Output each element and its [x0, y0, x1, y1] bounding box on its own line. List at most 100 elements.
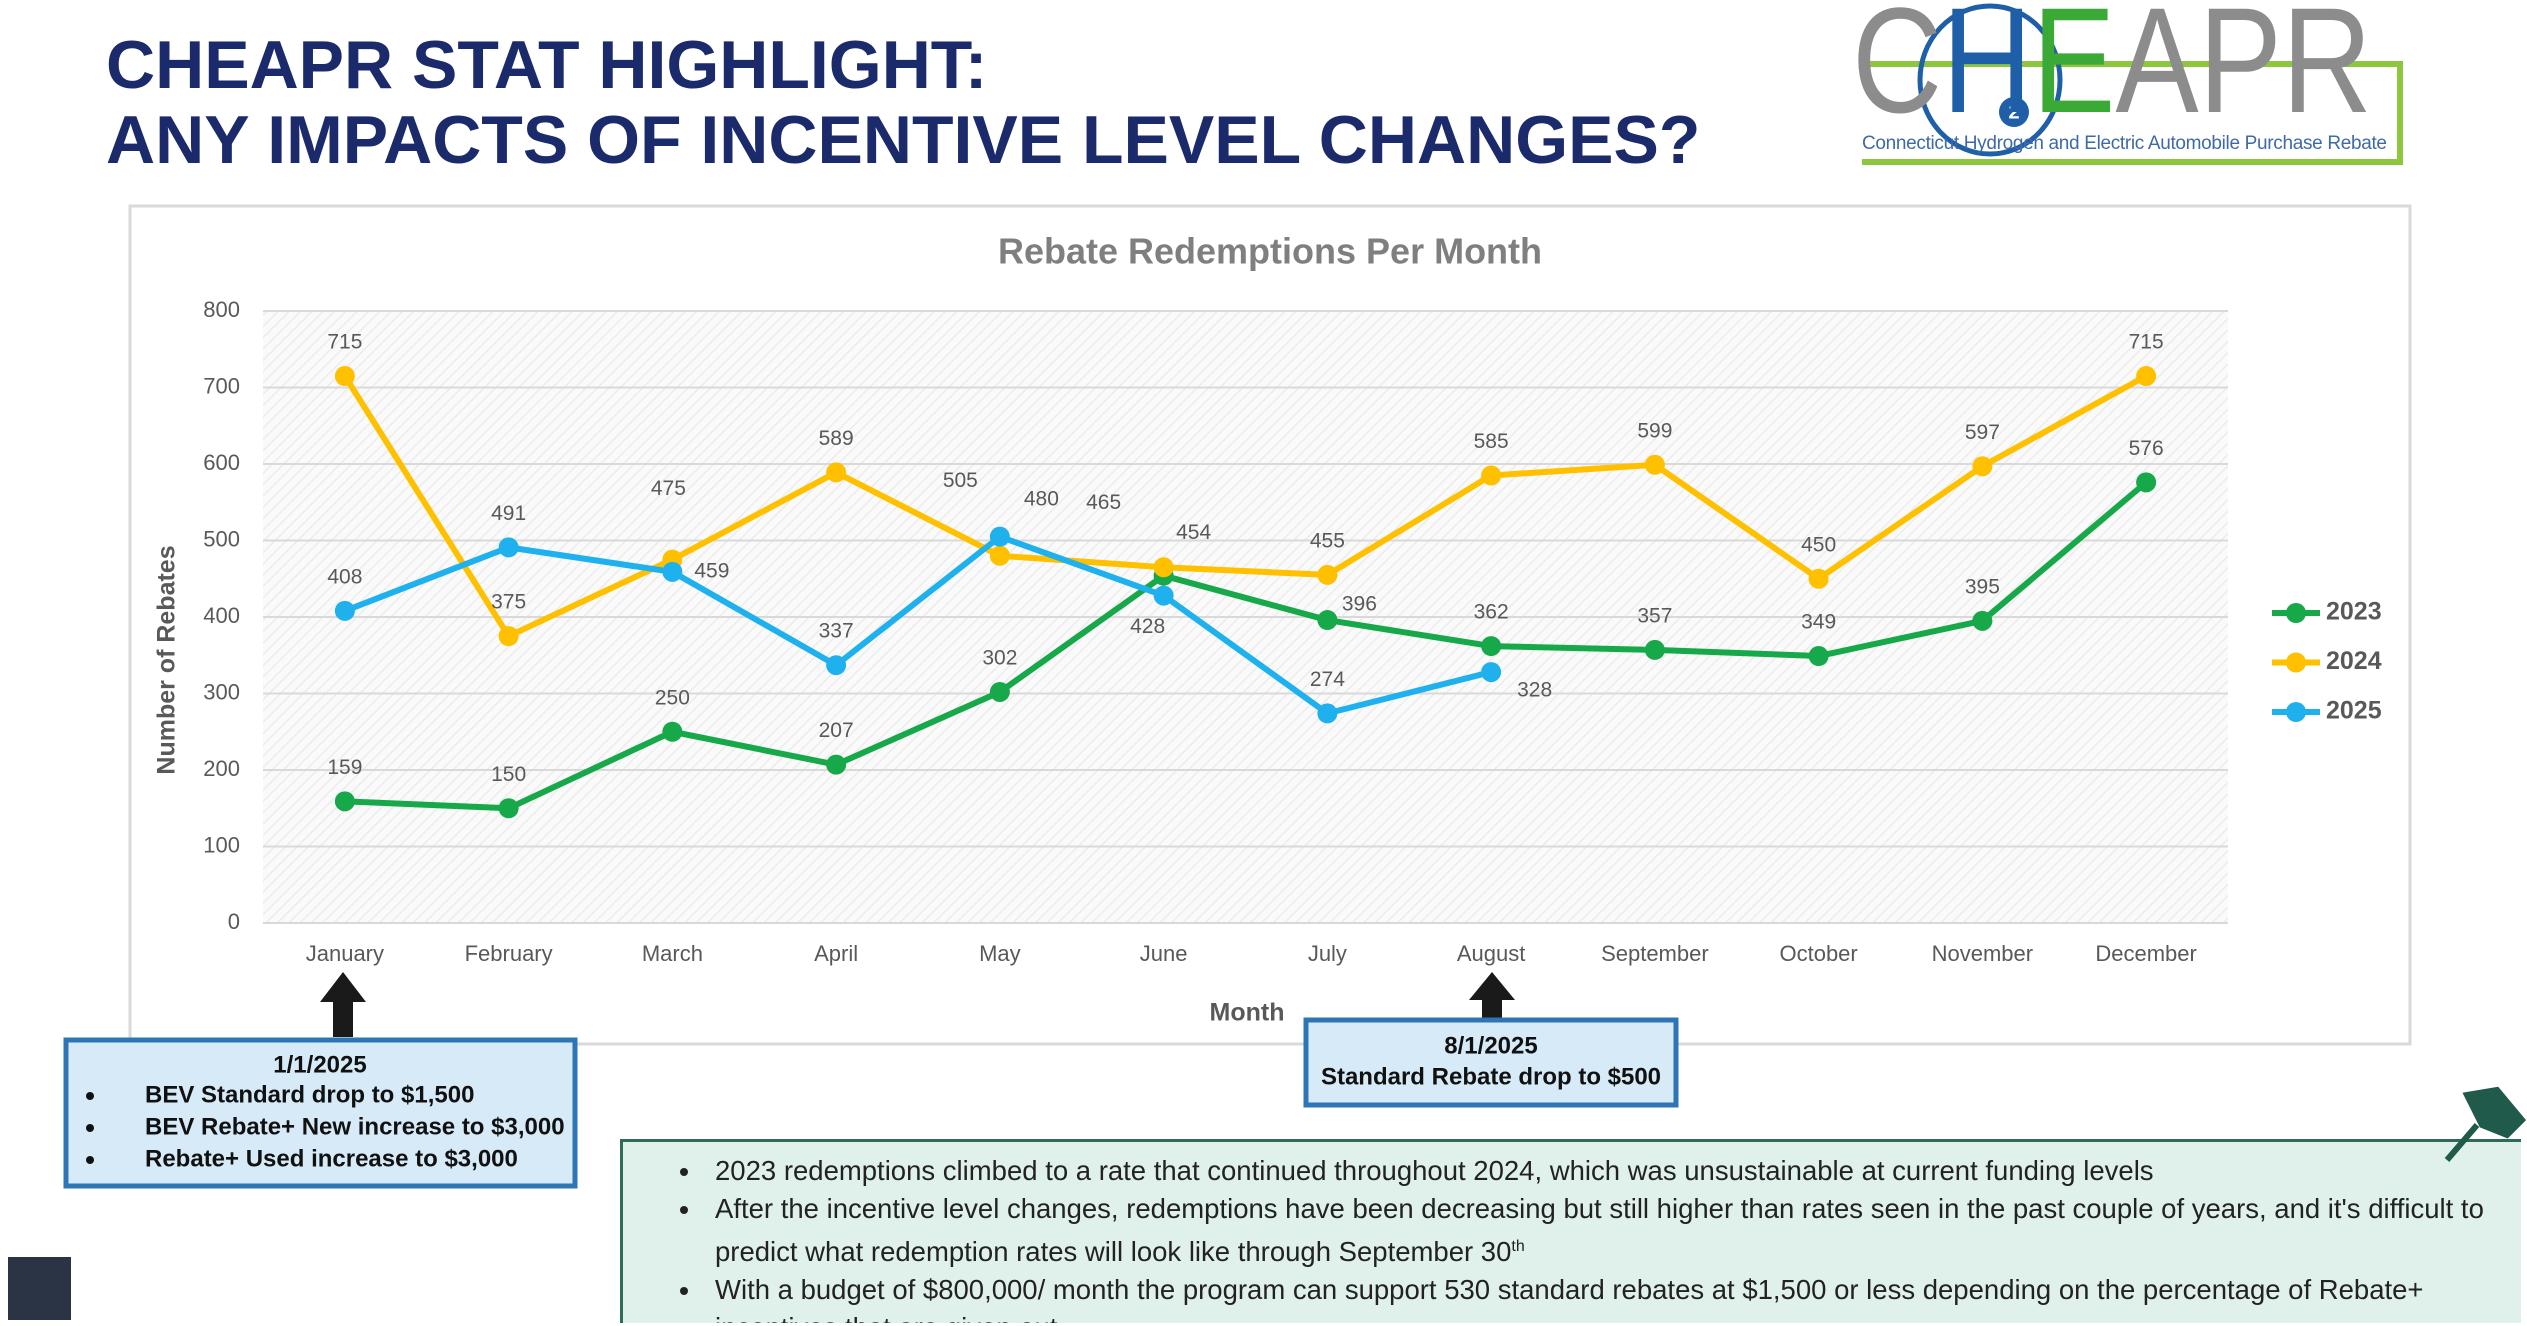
pin-icon	[2444, 1086, 2527, 1162]
data-point	[1153, 557, 1174, 578]
data-point	[1317, 610, 1338, 631]
y-tick-label: 800	[203, 297, 240, 322]
bullet-dot	[86, 1124, 94, 1132]
data-label: 408	[327, 565, 362, 588]
logo-badge	[1999, 97, 2029, 127]
data-point	[1153, 585, 1174, 606]
data-label: 576	[2129, 437, 2164, 460]
data-label: 274	[1310, 668, 1345, 691]
data-point	[334, 366, 355, 387]
data-label: 599	[1637, 419, 1672, 442]
bullet-dot	[86, 1156, 94, 1164]
y-tick-label: 100	[203, 832, 240, 857]
chart-title: Rebate Redemptions Per Month	[998, 231, 1542, 272]
data-point	[1808, 568, 1829, 589]
data-point	[2136, 366, 2157, 387]
data-label: 455	[1310, 529, 1345, 552]
notes-box: 2023 redemptions climbed to a rate that …	[620, 1139, 2521, 1323]
data-point	[2136, 472, 2157, 493]
logo: 2 CHEAPR Connecticut Hydrogen and Electr…	[1852, 0, 2403, 165]
data-point	[1644, 454, 1665, 475]
data-label: 450	[1801, 533, 1836, 556]
data-point	[1481, 662, 1502, 683]
x-tick-label: November	[1932, 941, 2033, 966]
logo-letter: APR	[2115, 0, 2372, 144]
x-tick-label: April	[814, 941, 858, 966]
data-point	[826, 655, 847, 676]
legend-label: 2023	[2326, 598, 2382, 626]
data-label: 250	[655, 686, 690, 709]
data-label: 362	[1474, 601, 1509, 624]
data-label: 428	[1130, 615, 1165, 638]
data-label: 715	[327, 331, 362, 354]
notes-list: 2023 redemptions climbed to a rate that …	[673, 1152, 2501, 1323]
data-label: 337	[819, 620, 854, 643]
data-point	[826, 462, 847, 483]
data-point	[826, 754, 847, 775]
logo-badge-text: 2	[2008, 101, 2019, 123]
note-sup: th	[1511, 1238, 1525, 1255]
x-tick-label: May	[979, 941, 1021, 966]
legend-marker	[2286, 603, 2306, 623]
series-line	[343, 533, 1492, 717]
note-text: 2023 redemptions climbed to a rate that …	[715, 1155, 2154, 1186]
data-point	[989, 681, 1010, 702]
y-tick-label: 700	[203, 373, 240, 398]
callout-bullet: BEV Rebate+ New increase to $3,000	[145, 1113, 565, 1140]
data-point	[989, 545, 1010, 566]
data-point	[498, 626, 519, 647]
logo-letter: E	[2032, 0, 2115, 144]
note-text: With a budget of $800,000/ month the pro…	[715, 1274, 2424, 1323]
y-axis-title: Number of Rebates	[153, 545, 181, 774]
y-tick-label: 200	[203, 756, 240, 781]
data-label: 454	[1176, 521, 1211, 544]
bullet-dot	[86, 1092, 94, 1100]
data-point	[334, 791, 355, 812]
logo-ring	[1917, 3, 2063, 157]
callout-heading: 8/1/2025	[1444, 1032, 1537, 1059]
logo-tagline: Connecticut Hydrogen and Electric Automo…	[1862, 133, 2387, 154]
callout-bullet: BEV Standard drop to $1,500	[145, 1081, 474, 1108]
logo-letter: H	[1942, 0, 2032, 144]
x-tick-label: January	[306, 941, 384, 966]
note: After the incentive level changes, redem…	[703, 1190, 2501, 1271]
legend-marker	[2286, 702, 2306, 722]
y-tick-label: 0	[228, 909, 240, 934]
data-label: 491	[491, 502, 526, 525]
callout-heading: 1/1/2025	[273, 1051, 366, 1078]
x-tick-label: December	[2095, 941, 2196, 966]
arrow	[320, 972, 366, 1037]
y-tick-label: 500	[203, 526, 240, 551]
callout-body: Standard Rebate drop to $500	[1321, 1063, 1661, 1090]
x-tick-label: July	[1308, 941, 1347, 966]
corner-square	[8, 1257, 71, 1320]
slide-title: CHEAPR STAT HIGHLIGHT:	[106, 27, 987, 103]
y-tick-label: 600	[203, 450, 240, 475]
data-point	[662, 721, 683, 742]
data-label: 715	[2129, 331, 2164, 354]
x-tick-label: February	[465, 941, 553, 966]
data-point	[1481, 465, 1502, 486]
y-tick-label: 400	[203, 603, 240, 628]
data-label: 465	[1086, 491, 1121, 514]
x-axis-title: Month	[1210, 999, 1285, 1027]
data-point	[989, 526, 1010, 547]
data-point	[1317, 564, 1338, 585]
data-label: 159	[327, 756, 362, 779]
note-text: After the incentive level changes, redem…	[715, 1193, 2484, 1268]
legend-marker	[2286, 652, 2306, 673]
data-label: 597	[1965, 421, 2000, 444]
callout-bullet: Rebate+ Used increase to $3,000	[145, 1145, 518, 1172]
pin-shape	[2444, 1086, 2527, 1162]
x-tick-label: August	[1457, 941, 1526, 966]
data-point	[1972, 456, 1993, 477]
data-point	[1808, 646, 1829, 667]
note: 2023 redemptions climbed to a rate that …	[703, 1152, 2501, 1190]
data-label: 396	[1342, 593, 1377, 616]
data-label: 375	[491, 591, 526, 614]
data-label: 357	[1637, 604, 1672, 627]
series-line	[344, 480, 2149, 812]
chart-layer: 0 100 200 300 400 500 600 700 800 January February…	[203, 297, 2381, 966]
